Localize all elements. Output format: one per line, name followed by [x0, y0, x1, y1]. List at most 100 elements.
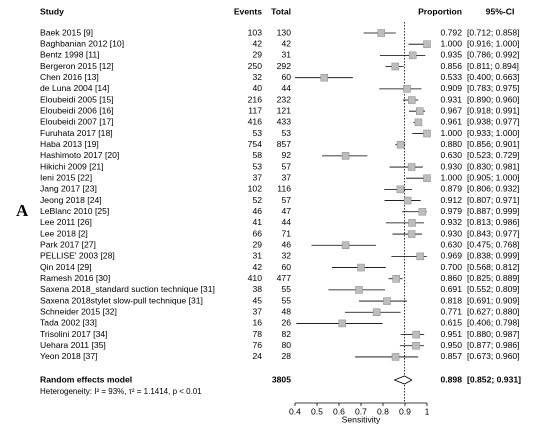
- events: 29: [252, 50, 262, 60]
- study-name: PELLISE' 2003 [28]: [40, 251, 115, 261]
- study-name: Bentz 1998 [11]: [40, 50, 100, 60]
- study-name: Furuhata 2017 [18]: [40, 128, 113, 138]
- total: 80: [281, 340, 291, 350]
- total: 44: [281, 217, 291, 227]
- events: 38: [252, 284, 262, 294]
- panel-label: A: [16, 201, 29, 220]
- study-square: [392, 274, 400, 283]
- total: 292: [277, 61, 292, 71]
- total: 82: [281, 329, 291, 339]
- x-tick-label: 0.7: [355, 406, 367, 416]
- events: 754: [248, 139, 263, 149]
- total: 60: [281, 72, 291, 82]
- total: 55: [281, 284, 291, 294]
- proportion: 0.792: [440, 27, 462, 37]
- study-square: [341, 241, 350, 249]
- proportion: 0.931: [440, 94, 462, 104]
- study-square: [407, 230, 416, 238]
- ci-label: [0.877; 0.986]: [467, 340, 520, 350]
- events: 37: [252, 172, 262, 182]
- study-square: [423, 40, 431, 48]
- proportion: 0.879: [440, 184, 462, 194]
- study-name: Yeon 2018 [37]: [40, 351, 98, 361]
- ci-label: [0.905; 1.000]: [467, 172, 520, 182]
- events: 31: [252, 251, 262, 261]
- ci-label: [0.568; 0.812]: [467, 262, 520, 272]
- proportion: 0.880: [440, 139, 462, 149]
- proportion: 0.969: [440, 251, 462, 261]
- summary-label: Random effects model: [40, 374, 132, 384]
- total: 48: [281, 307, 291, 317]
- study-square: [418, 207, 427, 216]
- events: 16: [252, 318, 262, 328]
- events: 24: [252, 351, 262, 361]
- study-square: [423, 129, 431, 138]
- ci-label: [0.552; 0.809]: [467, 284, 520, 294]
- total: 31: [281, 50, 291, 60]
- ci-label: [0.918; 0.991]: [467, 105, 520, 115]
- ci-label: [0.838; 0.999]: [467, 251, 520, 261]
- proportion: 0.951: [440, 329, 462, 339]
- summary-value: 0.898: [440, 374, 462, 384]
- events: 102: [248, 184, 263, 194]
- ci-label: [0.806; 0.932]: [467, 184, 520, 194]
- ci-label: [0.691; 0.909]: [467, 295, 520, 305]
- proportion: 0.630: [440, 239, 462, 249]
- study-square: [341, 152, 350, 160]
- ci-label: [0.856; 0.901]: [467, 139, 520, 149]
- events: 76: [252, 340, 262, 350]
- proportion: 0.818: [440, 295, 462, 305]
- proportion: 0.930: [440, 161, 462, 171]
- proportion: 1.000: [440, 128, 462, 138]
- ci-label: [0.811; 0.894]: [467, 61, 519, 71]
- events: 42: [252, 262, 262, 272]
- column-header: Proportion: [418, 6, 462, 16]
- study-name: de Luna 2004 [14]: [40, 83, 109, 93]
- column-header: Study: [40, 6, 64, 16]
- events: 52: [252, 195, 262, 205]
- study-name: Tada 2002 [33]: [40, 318, 97, 328]
- events: 117: [248, 105, 262, 115]
- study-name: Ieni 2015 [22]: [40, 172, 92, 182]
- proportion: 0.771: [440, 307, 462, 317]
- total: 57: [281, 195, 291, 205]
- events: 46: [252, 206, 262, 216]
- total: 55: [281, 295, 291, 305]
- study-square: [391, 353, 400, 361]
- x-tick-label: 0.8: [377, 406, 389, 416]
- x-axis-label: Sensitivity: [342, 414, 381, 424]
- ci-label: [0.523; 0.729]: [467, 150, 520, 160]
- events: 250: [248, 61, 263, 71]
- study-square: [396, 140, 405, 149]
- study-square: [408, 219, 416, 227]
- proportion: 0.630: [440, 150, 462, 160]
- total: 57: [281, 161, 291, 171]
- ci-label: [0.813; 0.986]: [467, 217, 520, 227]
- events: 410: [248, 273, 263, 283]
- ci-label: [0.890; 0.960]: [467, 94, 520, 104]
- proportion: 0.967: [440, 105, 462, 115]
- study-square: [408, 51, 417, 60]
- events: 216: [248, 94, 263, 104]
- ci-label: [0.475; 0.768]: [467, 239, 520, 249]
- ci-label: [0.825; 0.889]: [467, 273, 520, 283]
- ci-label: [0.807; 0.971]: [467, 195, 520, 205]
- study-name: Eloubeidi 2005 [15]: [40, 94, 114, 104]
- total: 857: [277, 139, 292, 149]
- total: 60: [281, 262, 291, 272]
- study-name: Eloubeidi 2007 [17]: [40, 117, 114, 127]
- study-name: Baek 2015 [9]: [40, 27, 93, 37]
- proportion: 0.912: [440, 195, 462, 205]
- events: 32: [252, 72, 262, 82]
- proportion: 0.691: [440, 284, 462, 294]
- summary-diamond: [393, 375, 413, 385]
- events: 53: [252, 161, 262, 171]
- events: 103: [248, 27, 263, 37]
- column-header: Events: [234, 6, 262, 16]
- ci-label: [0.406; 0.798]: [467, 318, 520, 328]
- total: 32: [281, 251, 291, 261]
- study-square: [403, 85, 411, 93]
- study-name: Jang 2017 [23]: [40, 184, 97, 194]
- events: 58: [252, 150, 262, 160]
